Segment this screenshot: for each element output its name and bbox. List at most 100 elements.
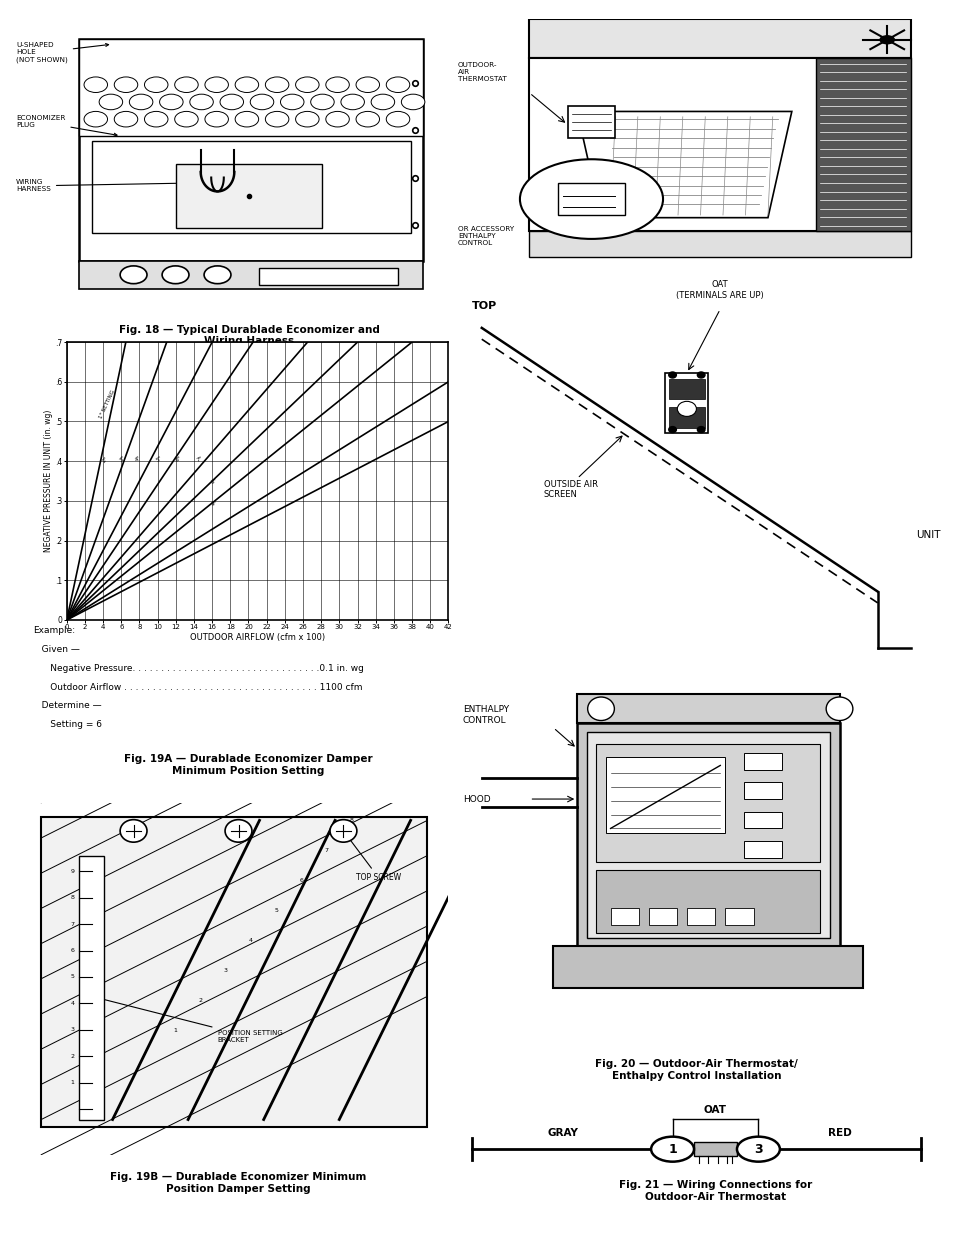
Circle shape: [650, 1136, 694, 1162]
Text: OUTDOOR-
AIR
THERMOSTAT: OUTDOOR- AIR THERMOSTAT: [457, 62, 506, 82]
Circle shape: [587, 697, 614, 720]
Text: Fig. 21 — Wiring Connections for
Outdoor-Air Thermostat: Fig. 21 — Wiring Connections for Outdoor…: [618, 1181, 811, 1202]
Circle shape: [265, 77, 289, 93]
Text: 3: 3: [71, 1028, 74, 1032]
Text: 3: 3: [753, 1142, 762, 1156]
Text: U-SHAPED
HOLE
(NOT SHOWN): U-SHAPED HOLE (NOT SHOWN): [16, 42, 109, 63]
Circle shape: [174, 111, 198, 127]
Circle shape: [519, 159, 662, 238]
Circle shape: [204, 266, 231, 284]
Circle shape: [280, 94, 304, 110]
Text: WIRING
HARNESS: WIRING HARNESS: [16, 179, 184, 193]
Bar: [259, 268, 397, 284]
Text: 2: 2: [198, 998, 202, 1003]
Circle shape: [250, 94, 274, 110]
Text: Fig. 20 — Outdoor-Air Thermostat/
Enthalpy Control Installation: Fig. 20 — Outdoor-Air Thermostat/ Enthal…: [595, 1060, 797, 1081]
Text: 6: 6: [71, 948, 74, 953]
Circle shape: [84, 77, 108, 93]
Text: 4: 4: [71, 1000, 74, 1005]
Circle shape: [697, 372, 704, 378]
Bar: [605, 757, 724, 832]
Text: RED: RED: [827, 1128, 850, 1139]
Bar: [79, 38, 423, 136]
Text: 5: 5: [71, 974, 74, 979]
Circle shape: [386, 77, 410, 93]
Text: TOP: TOP: [472, 301, 497, 311]
Bar: [668, 408, 704, 427]
Text: OR ACCESSORY
ENTHALPY
CONTROL: OR ACCESSORY ENTHALPY CONTROL: [457, 226, 514, 246]
Text: 1: 1: [173, 1028, 177, 1032]
Text: 7: 7: [71, 921, 74, 926]
Text: TOP SCREW: TOP SCREW: [346, 834, 401, 882]
Circle shape: [114, 111, 137, 127]
Bar: [79, 261, 423, 289]
Bar: [79, 38, 423, 261]
Bar: [724, 908, 753, 925]
X-axis label: OUTDOOR AIRFLOW (cfm x 100): OUTDOOR AIRFLOW (cfm x 100): [190, 632, 325, 642]
Bar: [558, 183, 624, 215]
Text: OUTSIDE AIR
SCREEN: OUTSIDE AIR SCREEN: [543, 480, 598, 499]
Circle shape: [825, 697, 852, 720]
Circle shape: [879, 36, 893, 43]
Y-axis label: NEGATIVE PRESSURE IN UNIT (in. wg): NEGATIVE PRESSURE IN UNIT (in. wg): [44, 410, 52, 552]
Text: Example:: Example:: [33, 626, 75, 635]
Text: 4: 4: [249, 937, 253, 942]
Text: OAT: OAT: [703, 1105, 726, 1115]
Bar: [79, 856, 104, 1119]
Text: 5: 5: [274, 908, 278, 913]
Bar: [596, 871, 820, 934]
Text: POSITION SETTING
BRACKET: POSITION SETTING BRACKET: [95, 997, 282, 1044]
Bar: [586, 732, 829, 937]
Text: 9: 9: [71, 869, 74, 874]
Text: OAT
(TERMINALS ARE UP): OAT (TERMINALS ARE UP): [676, 280, 763, 300]
Circle shape: [225, 820, 252, 842]
Circle shape: [114, 77, 137, 93]
Text: 5": 5": [155, 456, 163, 463]
Text: 8: 8: [350, 818, 354, 823]
Circle shape: [120, 820, 147, 842]
Circle shape: [668, 372, 676, 378]
Circle shape: [371, 94, 395, 110]
Text: Setting = 6: Setting = 6: [33, 720, 102, 730]
Bar: [648, 908, 677, 925]
Text: 1: 1: [71, 1081, 74, 1086]
Text: Fig. 18 — Typical Durablade Economizer and
Wiring Harness: Fig. 18 — Typical Durablade Economizer a…: [118, 325, 379, 346]
Circle shape: [234, 111, 258, 127]
Circle shape: [120, 266, 147, 284]
Text: 7": 7": [195, 456, 203, 463]
Text: 6: 6: [299, 878, 303, 883]
Text: 9": 9": [210, 500, 217, 506]
Bar: [596, 745, 820, 862]
Bar: [815, 58, 910, 231]
Text: ECONOMIZER
PLUG: ECONOMIZER PLUG: [16, 115, 117, 136]
Bar: [41, 816, 427, 1126]
Circle shape: [386, 111, 410, 127]
Text: Determine —: Determine —: [33, 701, 102, 710]
Circle shape: [401, 94, 424, 110]
Text: HOOD: HOOD: [462, 794, 490, 804]
Bar: [529, 231, 910, 258]
Bar: [91, 142, 410, 233]
Circle shape: [340, 94, 364, 110]
Text: GRAY: GRAY: [547, 1128, 578, 1139]
Circle shape: [668, 426, 676, 432]
Circle shape: [697, 426, 704, 432]
Text: ENTHALPY
CONTROL: ENTHALPY CONTROL: [462, 705, 508, 725]
Circle shape: [234, 77, 258, 93]
Text: Fig. 19A — Durablade Economizer Damper
Minimum Position Setting: Fig. 19A — Durablade Economizer Damper M…: [124, 755, 372, 776]
Text: 3": 3": [119, 456, 127, 463]
Bar: [664, 373, 707, 433]
Circle shape: [190, 94, 213, 110]
Polygon shape: [529, 19, 910, 58]
Circle shape: [130, 94, 152, 110]
Bar: [610, 908, 639, 925]
Bar: [577, 724, 839, 946]
Text: 4": 4": [134, 456, 142, 463]
Text: 2: 2: [71, 1053, 74, 1058]
Bar: [668, 379, 704, 399]
Text: 3: 3: [224, 968, 228, 973]
Circle shape: [174, 77, 198, 93]
Text: Fig. 19B — Durablade Economizer Minimum
Position Damper Setting: Fig. 19B — Durablade Economizer Minimum …: [111, 1172, 366, 1194]
Circle shape: [205, 77, 228, 93]
Circle shape: [355, 111, 379, 127]
